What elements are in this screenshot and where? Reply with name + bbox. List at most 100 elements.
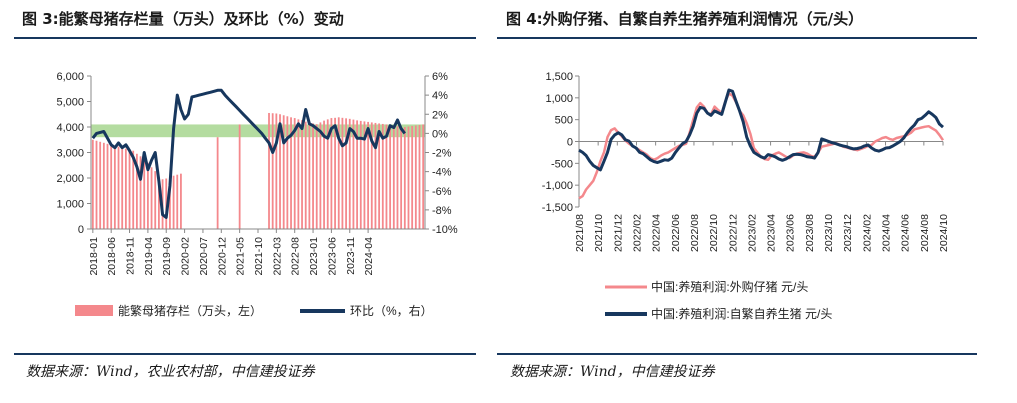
inventory-bar <box>154 171 157 229</box>
inventory-bar <box>359 120 362 229</box>
right-tick-label: 4% <box>432 90 448 102</box>
right-tick-label: 2% <box>432 109 448 121</box>
inventory-bar <box>378 123 381 229</box>
inventory-bar <box>290 117 292 229</box>
x-tick-label: 2022/10 <box>708 214 720 252</box>
left-tick-label: 1,000 <box>56 199 84 211</box>
inventory-bar <box>414 125 417 229</box>
inventory-bar <box>293 118 296 229</box>
inventory-bar <box>337 117 340 229</box>
inventory-bar <box>279 114 281 229</box>
x-tick-label: 2023/12 <box>842 214 854 252</box>
inventory-bar <box>95 140 98 229</box>
left-tick-label: 5,000 <box>56 97 84 109</box>
x-tick-label: 2023/08 <box>804 214 816 252</box>
right-tick-label: -2% <box>432 148 452 160</box>
inventory-bar <box>172 175 175 229</box>
left-tick-label: 0 <box>78 224 84 236</box>
inventory-bar <box>238 124 241 229</box>
inventory-bar <box>304 121 307 229</box>
inventory-bar <box>301 120 303 229</box>
sow-inventory-chart: 0 1,000 2,000 3,000 4,000 5,000 6,000 -10% -8% -6… <box>56 71 458 318</box>
inventory-bar <box>411 125 414 229</box>
inventory-bar <box>132 150 135 229</box>
inventory-bar <box>275 113 278 229</box>
inventory-bar <box>139 156 142 229</box>
x-tick-label: 2023/04 <box>766 214 778 252</box>
inventory-bar <box>385 124 388 229</box>
inventory-bar <box>392 125 395 229</box>
x-tick-label: 2023/10 <box>823 214 835 252</box>
right-source-rule <box>497 353 977 355</box>
x-tick-label: 2023/06 <box>785 214 797 252</box>
inventory-bar <box>169 177 171 229</box>
x-tick-label: 2024/04 <box>881 214 893 252</box>
x-tick-label: 2021/10 <box>593 214 605 252</box>
inventory-bar <box>381 123 384 229</box>
inventory-bar <box>312 123 314 229</box>
inventory-bar <box>315 124 318 229</box>
y-tick-label: -1,500 <box>542 202 573 214</box>
inventory-bar <box>268 112 270 229</box>
inventory-bar <box>124 148 127 229</box>
right-tick-label: 0% <box>432 128 448 140</box>
inventory-bar <box>352 119 355 229</box>
x-tick-label: 2018-11 <box>125 237 137 275</box>
inventory-bar <box>308 122 311 229</box>
inventory-bar <box>110 144 113 229</box>
x-tick-label: 2020-07 <box>198 237 210 276</box>
inventory-bar <box>334 117 336 229</box>
left-tick-label: 4,000 <box>56 122 84 134</box>
left-tick-label: 2,000 <box>56 173 84 185</box>
inventory-bar <box>396 126 399 229</box>
inventory-bar <box>341 117 344 229</box>
x-tick-label: 2019-04 <box>143 237 155 276</box>
inventory-bar <box>113 145 116 229</box>
inventory-bar <box>389 124 392 229</box>
inventory-bar <box>363 121 366 229</box>
inventory-bar <box>128 149 131 229</box>
right-chart-title: 图 4:外购仔猪、自繁自养生猪养殖利润情况（元/头） <box>506 10 864 28</box>
x-tick-label: 2023-11 <box>345 237 357 275</box>
inventory-bar <box>319 122 322 229</box>
inventory-bar <box>99 141 102 229</box>
x-tick-label: 2021-05 <box>235 237 247 276</box>
inventory-bar <box>271 113 274 229</box>
x-tick-label: 2021/12 <box>612 214 624 252</box>
inventory-bar <box>345 118 347 229</box>
inventory-bar <box>117 146 120 229</box>
y-tick-label: 0 <box>567 137 573 149</box>
x-tick-label: 2022-08 <box>290 237 302 276</box>
inventory-bar <box>422 124 425 229</box>
inventory-bar <box>158 176 160 229</box>
inventory-bar <box>146 162 149 229</box>
self-bred-profit-line <box>578 88 944 172</box>
inventory-bar <box>176 174 179 229</box>
inventory-bar <box>286 116 289 229</box>
inventory-bar <box>102 142 105 229</box>
inventory-bar <box>135 153 138 229</box>
right-title-rule <box>497 37 977 39</box>
x-tick-label: 2022/06 <box>670 214 682 252</box>
legend-bar-swatch <box>75 305 113 316</box>
y-tick-label: 1,500 <box>545 71 573 83</box>
inventory-bar <box>106 143 109 229</box>
inventory-bar <box>91 139 94 229</box>
x-tick-label: 2023-01 <box>308 237 320 276</box>
x-tick-label: 2022/08 <box>689 214 701 252</box>
inventory-bar <box>367 121 370 229</box>
legend-pink-label: 中国:养殖利润:外购仔猪 元/头 <box>651 279 808 294</box>
x-tick-label: 2021/08 <box>574 214 586 252</box>
right-tick-label: -8% <box>432 205 452 217</box>
right-tick-label: 6% <box>432 71 448 83</box>
x-tick-label: 2020-12 <box>216 237 228 276</box>
x-tick-label: 2018-06 <box>106 237 118 276</box>
inventory-bar <box>143 159 146 229</box>
pig-profit-chart: -1,500 -1,000 -500 0 500 1,000 1,500 2021/08 202… <box>542 71 950 321</box>
inventory-bar <box>374 122 377 229</box>
inventory-bar <box>356 120 358 229</box>
right-tick-label: -10% <box>432 224 458 236</box>
y-tick-label: -1,000 <box>542 180 573 192</box>
left-chart-title: 图 3:能繁母猪存栏量（万头）及环比（%）变动 <box>22 10 344 28</box>
x-tick-label: 2024/02 <box>861 214 873 252</box>
